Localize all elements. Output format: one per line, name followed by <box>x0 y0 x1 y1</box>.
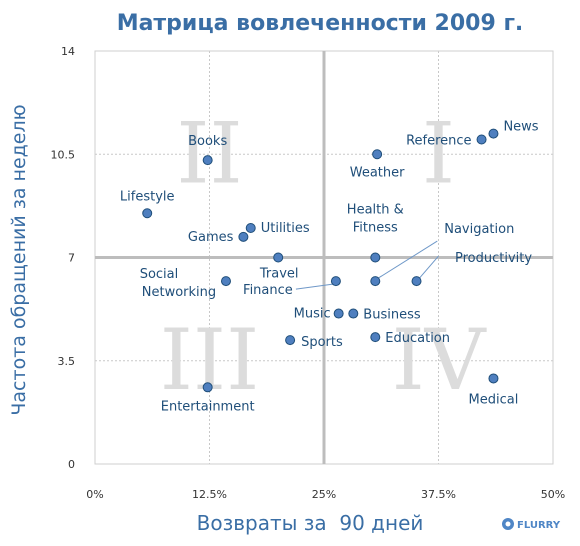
data-point <box>348 308 359 319</box>
data-point <box>202 155 213 166</box>
point-label: Social Networking <box>140 267 216 300</box>
x-tick-label: 12.5% <box>192 488 227 501</box>
point-label: News <box>503 120 538 135</box>
point-label: Sports <box>301 335 343 350</box>
data-point <box>372 149 383 160</box>
data-point <box>142 208 153 219</box>
point-label: Productivity <box>455 251 532 266</box>
point-label: Medical <box>469 392 519 407</box>
x-tick-label: 0% <box>86 488 103 501</box>
y-tick-label: 3.5 <box>58 355 76 368</box>
x-tick-label: 25% <box>312 488 336 501</box>
point-label: Games <box>188 230 234 245</box>
leader-lines <box>295 240 439 290</box>
brand-name: FLURRY <box>517 520 561 531</box>
data-point <box>273 252 284 263</box>
point-label: Music <box>294 307 331 322</box>
point-label: Reference <box>406 134 471 149</box>
data-point <box>202 382 213 393</box>
point-label: Health & Fitness <box>347 203 404 236</box>
data-point <box>220 276 231 287</box>
data-point <box>370 252 381 263</box>
quadrant-dividers <box>95 51 553 464</box>
data-point <box>370 276 381 287</box>
axis-ticks: 0% 12.5% 25% 37.5% 50% 0 3.5 7 10.5 14 <box>51 45 566 501</box>
data-point <box>411 276 422 287</box>
data-point <box>488 373 499 384</box>
point-label: Travel <box>259 267 299 282</box>
point-label: Education <box>385 331 450 346</box>
point-label: Business <box>363 308 421 323</box>
point-labels: News Reference Weather Books Lifestyle Utilit… <box>120 120 539 415</box>
data-point <box>370 332 381 343</box>
y-tick-label: 0 <box>68 458 75 471</box>
y-tick-label: 7 <box>68 252 75 265</box>
y-axis-label: Частота обращений за неделю <box>8 104 30 415</box>
data-points <box>142 128 499 393</box>
point-label: Books <box>188 134 227 149</box>
quadrant-numeral-iii: III <box>160 311 260 409</box>
quadrant-numeral-ii: II <box>176 104 242 202</box>
x-axis-label: Возвраты за 90 дней <box>197 511 424 535</box>
data-point <box>330 276 341 287</box>
chart-title: Матрица вовлеченности 2009 г. <box>117 11 524 36</box>
y-tick-label: 14 <box>61 45 75 58</box>
flurry-logo: FLURRY <box>502 518 561 531</box>
leader-line <box>419 255 439 279</box>
x-tick-label: 50% <box>541 488 565 501</box>
data-point <box>245 223 256 233</box>
x-tick-label: 37.5% <box>421 488 456 501</box>
point-label: Weather <box>350 165 405 180</box>
point-label: Utilities <box>261 221 310 236</box>
point-label: Lifestyle <box>120 189 175 204</box>
quadrant-numeral-iv: IV <box>392 311 487 409</box>
point-label: Navigation <box>444 222 514 237</box>
data-point <box>476 134 487 145</box>
point-label: Entertainment <box>161 399 255 414</box>
quadrant-numeral-i: I <box>422 104 455 202</box>
data-point <box>488 128 499 139</box>
point-label: Finance <box>243 283 293 298</box>
leader-line <box>295 283 333 290</box>
leader-line <box>378 240 438 279</box>
y-tick-label: 10.5 <box>51 148 76 161</box>
data-point <box>238 231 249 242</box>
data-point <box>333 308 344 319</box>
data-point <box>285 335 296 346</box>
